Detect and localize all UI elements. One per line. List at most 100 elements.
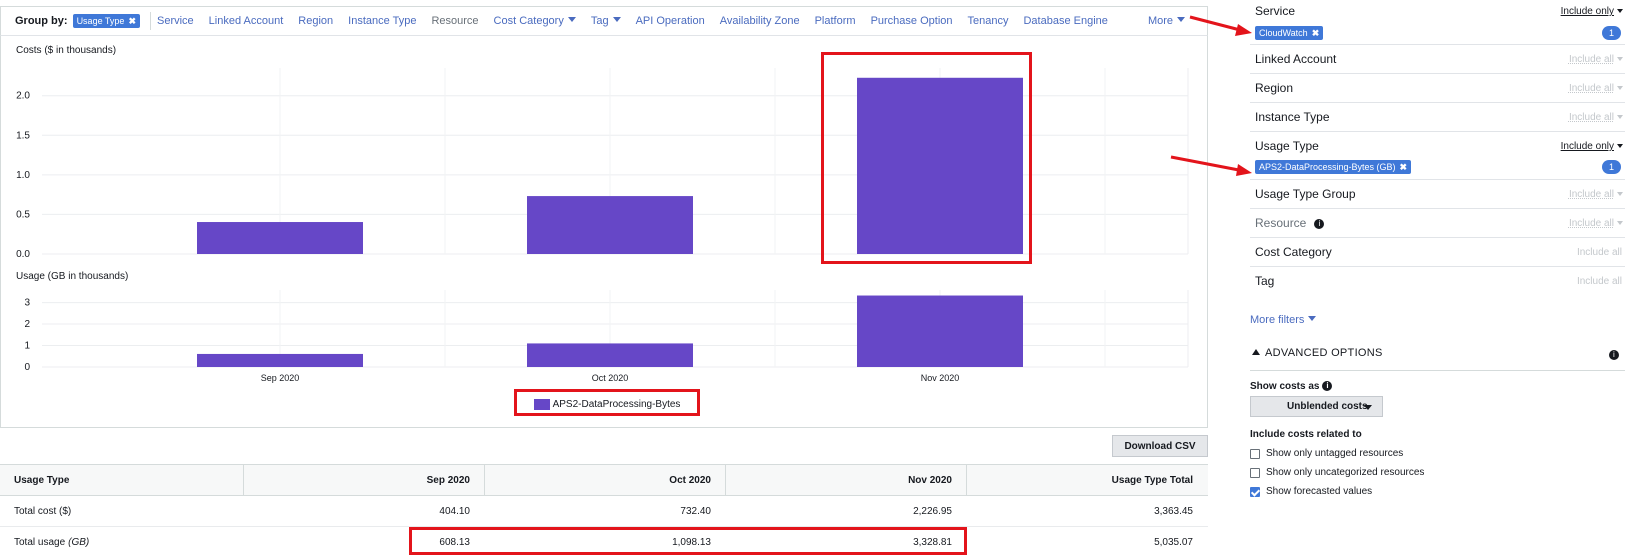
group-by-option-region[interactable]: Region bbox=[298, 15, 333, 27]
more-filters-link[interactable]: More filters bbox=[1250, 314, 1317, 326]
chevron-down-icon bbox=[1364, 405, 1372, 410]
filter-resource[interactable]: Resource i Include all bbox=[1250, 209, 1625, 238]
table-cell: 404.10 bbox=[439, 505, 470, 517]
group-by-option-purchase-option[interactable]: Purchase Option bbox=[871, 15, 953, 27]
bar-nov-2020 bbox=[857, 295, 1023, 367]
chevron-down-icon bbox=[1308, 316, 1317, 321]
filter-chip[interactable]: APS2-DataProcessing-Bytes (GB) ✖ bbox=[1255, 160, 1412, 174]
group-by-option-resource[interactable]: Resource bbox=[431, 15, 478, 27]
bar-nov-2020 bbox=[857, 77, 1023, 254]
filter-mode-select[interactable]: Include only bbox=[1561, 6, 1623, 17]
checkbox-uncategorized[interactable]: Show only uncategorized resources bbox=[1250, 467, 1424, 478]
legend-label: APS2-DataProcessing-Bytes bbox=[552, 398, 681, 410]
info-icon[interactable]: i bbox=[1322, 381, 1333, 391]
table-cell: 732.40 bbox=[680, 505, 711, 517]
filter-mode-label: Include only bbox=[1560, 6, 1614, 17]
cost-chart-title: Costs ($ in thousands) bbox=[16, 45, 117, 56]
table-cell: 1,098.13 bbox=[672, 536, 711, 548]
y-tick-label: 2.0 bbox=[16, 91, 30, 102]
chevron-down-icon bbox=[1617, 9, 1623, 13]
filter-mode-select[interactable]: Include all bbox=[1569, 189, 1623, 200]
checkbox[interactable] bbox=[1250, 448, 1260, 459]
filter-service: Service Include only CloudWatch ✖ 1 bbox=[1250, 0, 1625, 45]
table-row: Total cost ($) 404.10 732.40 2,226.95 3,… bbox=[0, 496, 1208, 527]
table-cell: 3,328.81 bbox=[913, 536, 952, 548]
advanced-options-title: ADVANCED OPTIONS bbox=[1265, 347, 1383, 359]
group-by-option-label: Region bbox=[298, 15, 334, 27]
group-by-option-api-operation[interactable]: API Operation bbox=[636, 15, 705, 27]
group-by-option-label: Resource bbox=[431, 15, 479, 27]
cost-type-select[interactable]: Unblended costs bbox=[1250, 396, 1383, 417]
table-row: Total usage (GB) 608.13 1,098.13 3,328.81… bbox=[0, 527, 1208, 555]
group-by-option-linked-account[interactable]: Linked Account bbox=[209, 15, 284, 27]
more-button[interactable]: More bbox=[1148, 15, 1185, 27]
filter-linked-account[interactable]: Linked Account Include all bbox=[1250, 45, 1625, 74]
filter-mode-select[interactable]: Include all bbox=[1569, 54, 1623, 65]
filter-label: Service bbox=[1255, 4, 1296, 18]
group-by-chip[interactable]: Usage Type ✖ bbox=[72, 14, 140, 28]
column-header[interactable]: Usage Type Total bbox=[966, 465, 1207, 495]
group-by-option-database-engine[interactable]: Database Engine bbox=[1023, 15, 1107, 27]
chart-panel bbox=[0, 36, 1208, 428]
filter-usage-type: Usage Type Include only APS2-DataProcess… bbox=[1250, 132, 1625, 180]
column-header[interactable]: Usage Type bbox=[14, 474, 70, 486]
checkbox[interactable] bbox=[1250, 486, 1260, 497]
chevron-down-icon bbox=[1617, 144, 1623, 148]
group-by-option-cost-category[interactable]: Cost Category bbox=[494, 15, 576, 27]
filter-usage-type-group[interactable]: Usage Type Group Include all bbox=[1250, 180, 1625, 209]
filter-label: Tag bbox=[1255, 274, 1275, 288]
group-by-option-instance-type[interactable]: Instance Type bbox=[348, 15, 416, 27]
column-header[interactable]: Nov 2020 bbox=[725, 465, 966, 495]
filter-instance-type[interactable]: Instance Type Include all bbox=[1250, 103, 1625, 132]
filter-chip[interactable]: CloudWatch ✖ bbox=[1255, 26, 1324, 40]
cost-type-value: Unblended costs bbox=[1287, 401, 1368, 412]
close-icon[interactable]: ✖ bbox=[1399, 161, 1408, 172]
info-icon[interactable]: i bbox=[1314, 219, 1325, 229]
group-by-option-availability-zone[interactable]: Availability Zone bbox=[720, 15, 800, 27]
filter-cost-category[interactable]: Cost Category Include all bbox=[1250, 238, 1625, 267]
advanced-options-toggle[interactable]: ADVANCED OPTIONS i bbox=[1250, 347, 1625, 371]
close-icon[interactable]: ✖ bbox=[128, 15, 136, 26]
table-header-row: Usage Type Sep 2020 Oct 2020 Nov 2020 Us… bbox=[0, 465, 1208, 496]
table-cell: 5,035.07 bbox=[1154, 536, 1193, 548]
group-by-option-platform[interactable]: Platform bbox=[815, 15, 856, 27]
group-by-option-label: Service bbox=[156, 15, 194, 27]
filter-mode-select[interactable]: Include all bbox=[1569, 83, 1623, 94]
column-header[interactable]: Sep 2020 bbox=[243, 465, 484, 495]
row-label: Total usage (GB) bbox=[0, 527, 243, 555]
row-label-text: Total usage bbox=[14, 536, 66, 548]
filter-mode-select[interactable]: Include all bbox=[1569, 112, 1623, 123]
x-tick-label: Sep 2020 bbox=[261, 373, 300, 383]
x-tick-label: Oct 2020 bbox=[592, 373, 629, 383]
group-by-option-tenancy[interactable]: Tenancy bbox=[968, 15, 1009, 27]
filter-mode-select[interactable]: Include all bbox=[1569, 218, 1623, 229]
filter-label: Usage Type Group bbox=[1255, 187, 1356, 201]
column-header[interactable]: Oct 2020 bbox=[484, 465, 725, 495]
filter-tag[interactable]: Tag Include all bbox=[1250, 267, 1625, 296]
y-tick-label: 0.5 bbox=[16, 209, 30, 220]
chart-legend[interactable]: APS2-DataProcessing-Bytes bbox=[514, 392, 700, 416]
close-icon[interactable]: ✖ bbox=[1311, 27, 1320, 38]
bar-sep-2020 bbox=[197, 353, 363, 367]
more-label: More bbox=[1147, 15, 1173, 27]
group-by-chip-label: Usage Type bbox=[76, 16, 125, 26]
group-by-option-service[interactable]: Service bbox=[157, 15, 194, 27]
download-csv-button[interactable]: Download CSV bbox=[1112, 435, 1208, 457]
group-by-option-tag[interactable]: Tag bbox=[591, 15, 621, 27]
filter-region[interactable]: Region Include all bbox=[1250, 74, 1625, 103]
info-icon[interactable]: i bbox=[1609, 350, 1619, 360]
filter-label: Region bbox=[1255, 81, 1294, 95]
divider bbox=[149, 12, 151, 30]
filter-mode-label: Include all bbox=[1568, 54, 1614, 65]
y-tick-label: 0 bbox=[24, 362, 30, 373]
checkbox-forecasted[interactable]: Show forecasted values bbox=[1250, 486, 1372, 497]
filter-label: Instance Type bbox=[1255, 110, 1330, 124]
checkbox-label: Show only uncategorized resources bbox=[1266, 467, 1425, 478]
chevron-down-icon bbox=[1617, 115, 1623, 119]
checkbox-untagged[interactable]: Show only untagged resources bbox=[1250, 448, 1403, 459]
filter-mode-label: Include all bbox=[1576, 276, 1622, 287]
filter-mode-select[interactable]: Include only bbox=[1561, 141, 1623, 152]
checkbox[interactable] bbox=[1250, 467, 1260, 478]
filter-label: Linked Account bbox=[1255, 52, 1337, 66]
group-by-option-label: Tag bbox=[590, 15, 609, 27]
